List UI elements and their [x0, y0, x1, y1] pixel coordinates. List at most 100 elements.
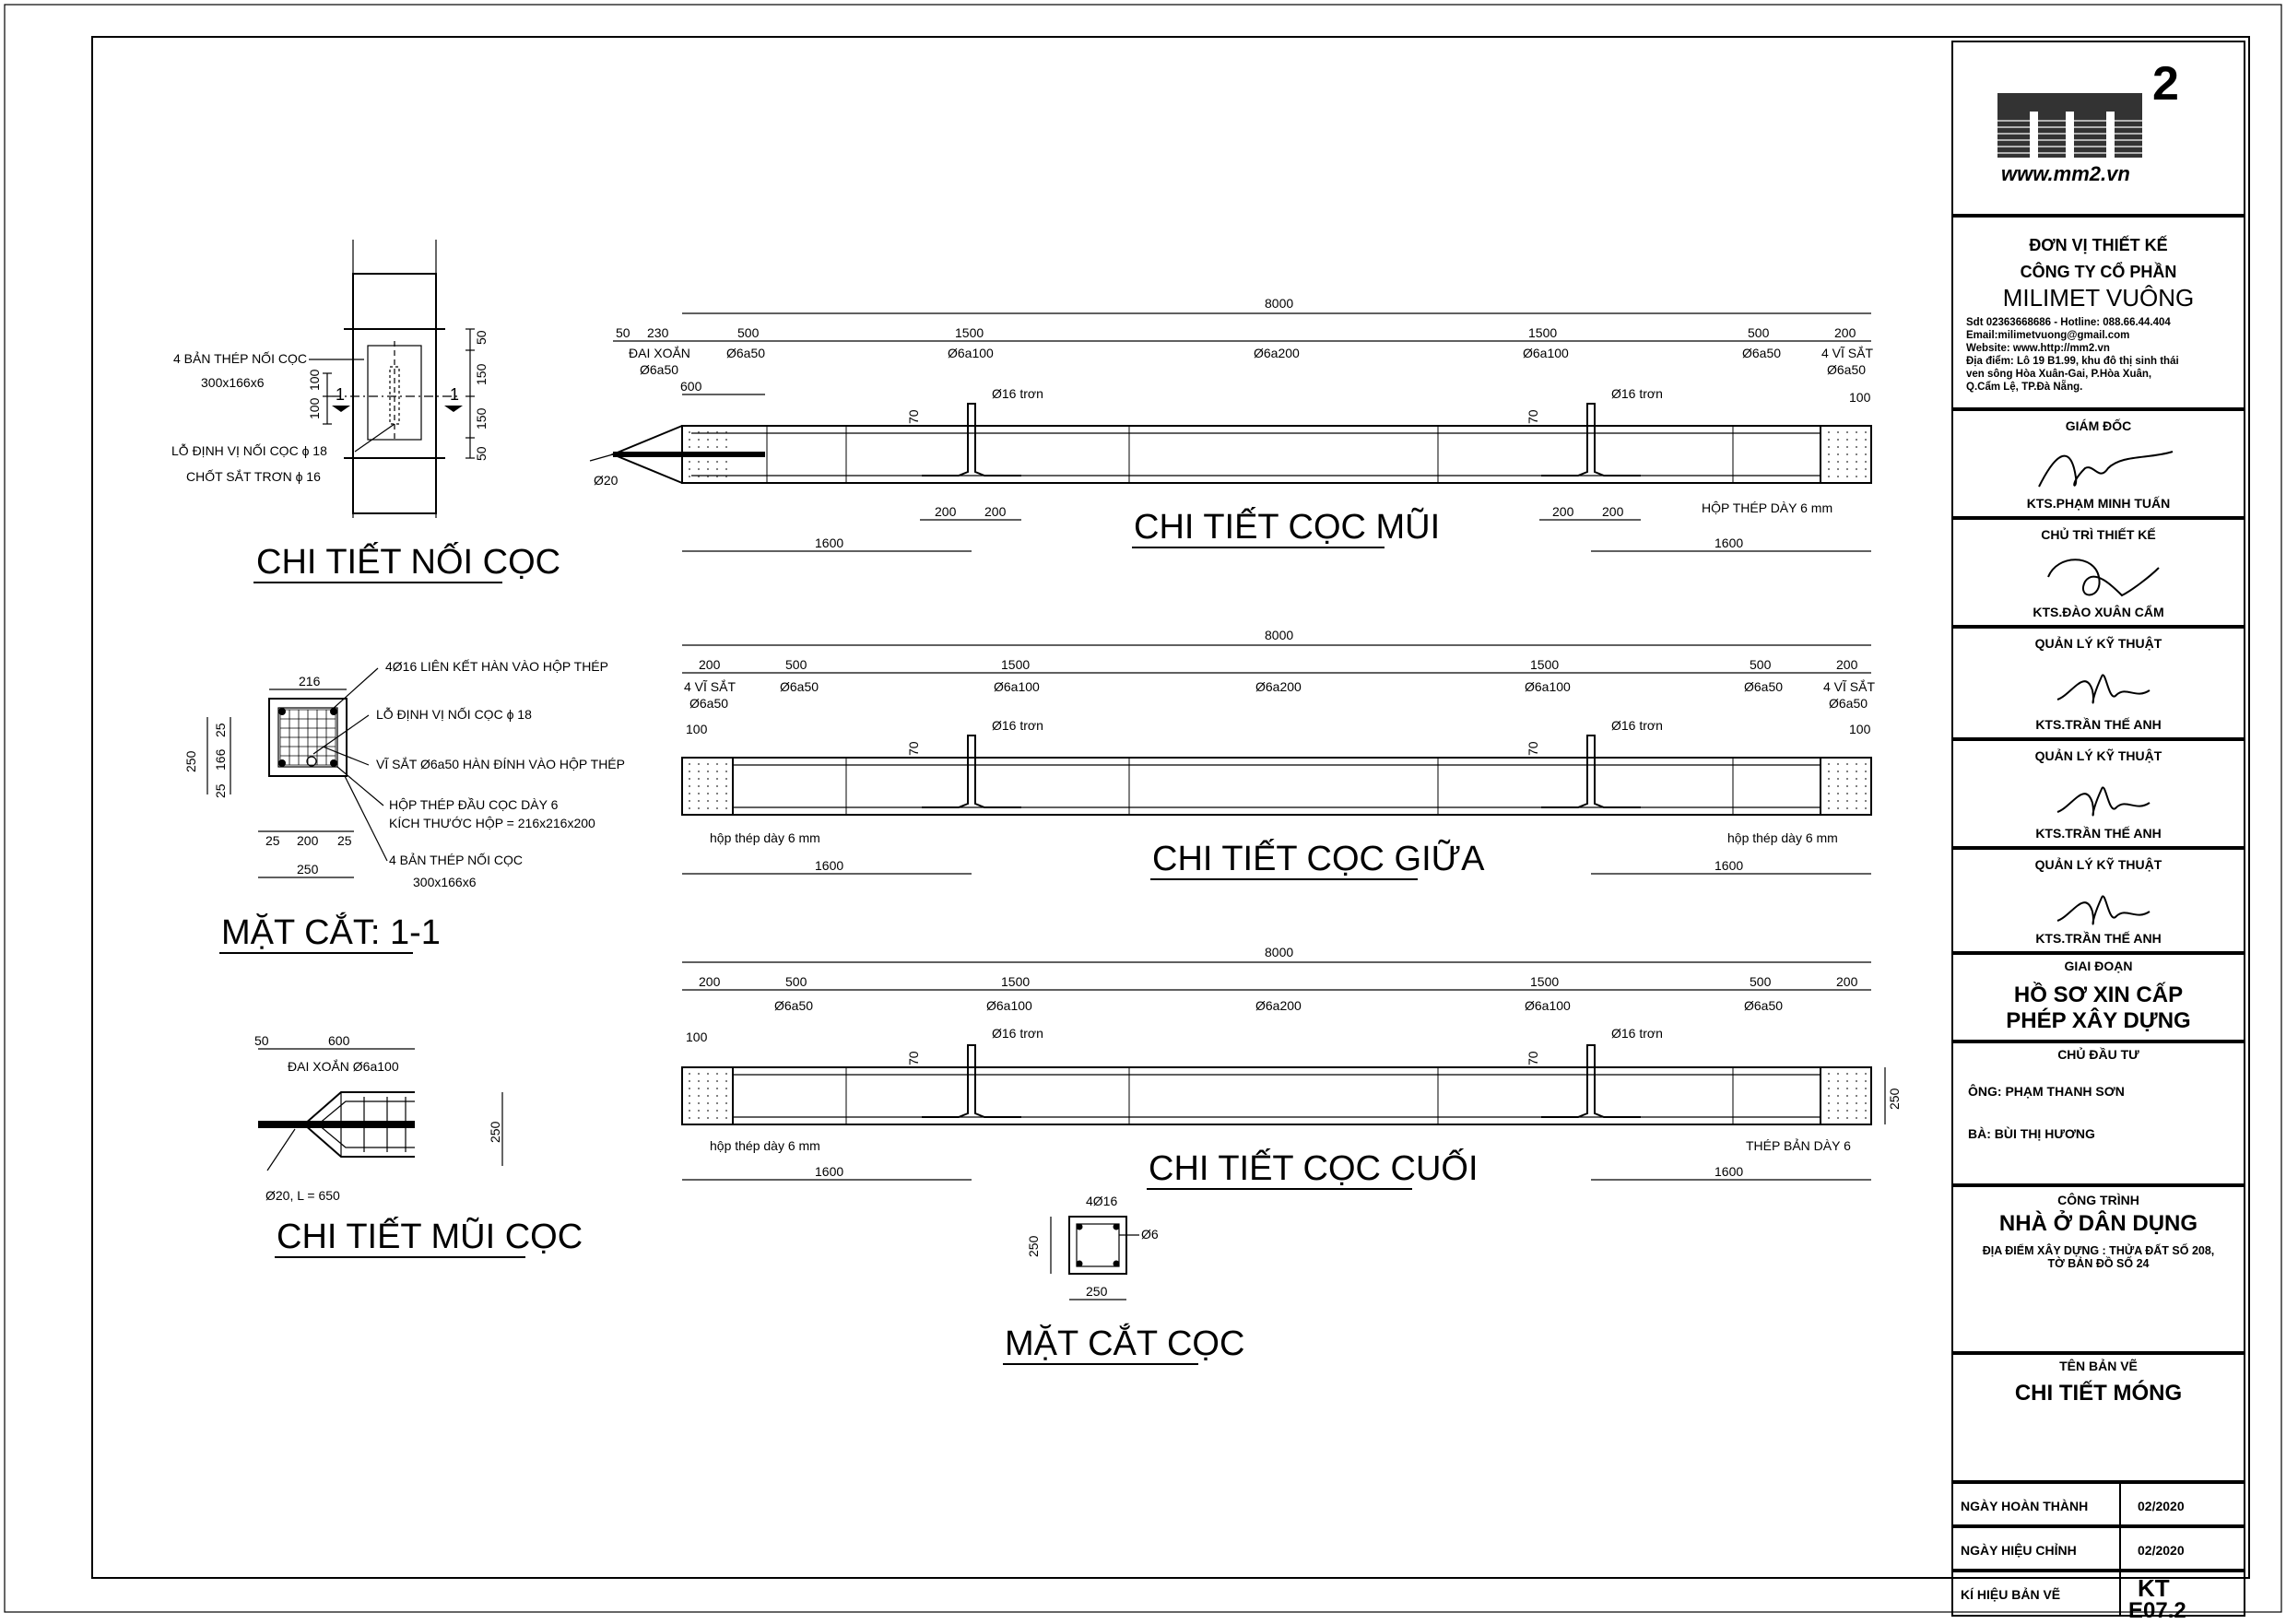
sec11-lbl-mesh: VĨ SẮT Ø6a50 HÀN ĐÍNH VÀO HỘP THÉP	[376, 756, 625, 771]
pile-end-box-l: hộp thép dày 6 mm	[710, 1138, 820, 1153]
signature-image	[2046, 559, 2160, 597]
pile-end-seg-5: 200	[1836, 974, 1858, 989]
role-cell-tech-2: QUẢN LÝ KỸ THUẬT KTS.TRẦN THẾ ANH	[1951, 739, 2245, 848]
pile-mid-sp-0: 4 VĨ SẮT	[684, 678, 736, 694]
splice-lbl-hole: LỖ ĐỊNH VỊ NỐI CỌC ϕ 18	[171, 442, 327, 458]
pile-tip-dim-600: 600	[680, 379, 702, 394]
pile-tip-200c: 200	[1552, 504, 1574, 519]
sec11-lbl-bars: 4Ø16 LIÊN KẾT HÀN VÀO HỘP THÉP	[385, 659, 608, 674]
project-name: NHÀ Ở DÂN DỤNG	[1998, 1211, 2198, 1236]
contact-line: Địa điểm: Lô 19 B1.99, khu đô thị sinh t…	[1966, 356, 2179, 367]
signature-image	[2056, 786, 2150, 817]
pile-mid-sp-7: 4 VĨ SẮT	[1823, 678, 1875, 694]
pile-tip-box-lbl: HỘP THÉP DÀY 6 mm	[1702, 500, 1832, 515]
splice-dim-50a: 50	[474, 330, 489, 345]
pile-end-plate-r: THÉP BẢN DÀY 6	[1746, 1138, 1851, 1153]
tip-title: CHI TIẾT MŨI CỌC	[277, 1216, 583, 1256]
tip-dim-50: 50	[254, 1033, 269, 1048]
tip-dim-600: 600	[328, 1033, 350, 1048]
pile-end-sp-3: Ø6a100	[1525, 998, 1571, 1013]
pile-end-1600b: 1600	[1714, 1164, 1743, 1179]
pile-tip-rod-r: Ø16 trơn	[1611, 386, 1663, 401]
sec11-lbl-box: HỘP THÉP ĐẦU CỌC DÀY 6	[389, 797, 559, 812]
pile-section-title: MẶT CẮT CỌC	[1005, 1323, 1244, 1363]
section-mark-right: 1	[450, 385, 459, 404]
sec11-dim-200: 200	[297, 833, 319, 848]
sec11-dim-250v: 250	[183, 750, 198, 772]
pile-tip-seg-2: 500	[737, 325, 760, 340]
pile-end-250: 250	[1887, 1088, 1902, 1110]
revision-date-value: 02/2020	[2138, 1543, 2185, 1558]
pile-tip-200d: 200	[1602, 504, 1624, 519]
pile-end-rod-l: Ø16 trơn	[992, 1026, 1043, 1041]
pile-end-seg-2: 1500	[1001, 974, 1030, 989]
contact-line: Sdt 02363668686 - Hotline: 088.66.44.404	[1966, 317, 2171, 328]
contact-line: Q.Cẩm Lệ, TP.Đà Nẵng.	[1966, 382, 2083, 393]
drawing-name-cell: TÊN BẢN VẼ CHI TIẾT MÓNG	[1951, 1353, 2245, 1482]
pile-mid-seg-1: 500	[785, 657, 807, 672]
splice-lbl-pin: CHỐT SẮT TRƠN ϕ 16	[186, 468, 321, 484]
pile-section: 4Ø16 Ø6 250 250 MẶT CẮT CỌC	[1003, 1194, 1244, 1365]
project-cell: CÔNG TRÌNH NHÀ Ở DÂN DỤNG ĐỊA ĐIỂM XÂY D…	[1951, 1185, 2245, 1353]
pile-end-70a: 70	[906, 1051, 921, 1065]
pile-mid-box-r: hộp thép dày 6 mm	[1727, 830, 1838, 845]
pile-end-seg-0: 200	[699, 974, 721, 989]
stage-cell: GIAI ĐOẠN HỒ SƠ XIN CẤP PHÉP XÂY DỰNG	[1951, 953, 2245, 1041]
pile-mid-seg-0: 200	[699, 657, 721, 672]
pile-tip-sp-1: Ø6a50	[640, 362, 678, 377]
splice-title: CHI TIẾT NỐI CỌC	[256, 540, 560, 582]
role-cell-director: GIÁM ĐỐC KTS.PHẠM MINH TUẤN	[1951, 409, 2245, 518]
pile-mid-1600a: 1600	[815, 858, 843, 873]
sec11-dim-250h: 250	[297, 862, 319, 877]
logo-url: www.mm2.vn	[2001, 162, 2130, 185]
pile-mid-sp-5: Ø6a100	[1525, 679, 1571, 694]
stage-line-2: PHÉP XÂY DỰNG	[2006, 1008, 2191, 1033]
role-name: KTS.TRẦN THẾ ANH	[2035, 717, 2162, 732]
sec11-dim-166: 166	[213, 748, 228, 771]
splice-detail: 100 100 50 150 150 50 1 1 4 BẢN THÉP NỐI…	[171, 240, 560, 583]
drawing-code-2: E07.2	[2128, 1598, 2186, 1623]
company-contact: Sdt 02363668686 - Hotline: 088.66.44.404…	[1953, 316, 2244, 394]
logo-superscript: 2	[2152, 57, 2179, 111]
design-unit-label: ĐƠN VỊ THIẾT KẾ	[2029, 236, 2168, 254]
role-name: KTS.ĐÀO XUÂN CẨM	[2033, 605, 2164, 619]
outer-border	[4, 4, 2282, 1613]
title-block: 2 www.mm2.vn ĐƠN VỊ THIẾT KẾ CÔNG TY CỔ …	[1951, 41, 2245, 1623]
pile-tip-70b: 70	[1526, 409, 1540, 424]
role-label: QUẢN LÝ KỸ THUẬT	[2034, 748, 2162, 763]
pile-mid-seg-5: 200	[1836, 657, 1858, 672]
sec11-lbl-hole: LỖ ĐỊNH VỊ NỐI CỌC ϕ 18	[376, 706, 532, 722]
pile-tip-sp-0: ĐAI XOẮN	[629, 345, 690, 360]
pile-tip-sp-2: Ø6a50	[726, 346, 765, 360]
sec11-lbl-plates-size: 300x166x6	[413, 875, 477, 889]
pile-tip-200a: 200	[935, 504, 957, 519]
pile-sec-250h: 250	[1086, 1284, 1108, 1299]
company-label: CÔNG TY CỔ PHẦN	[2020, 263, 2177, 281]
contact-line: Email:milimetvuong@gmail.com	[1966, 330, 2130, 341]
tip-lbl-stirrup: ĐAI XOẮN Ø6a100	[288, 1058, 399, 1074]
role-label: QUẢN LÝ KỸ THUẬT	[2034, 636, 2162, 651]
pile-tip-seg-0: 50	[616, 325, 630, 340]
contact-line: Website: www.http://mm2.vn	[1966, 343, 2110, 354]
project-label: CÔNG TRÌNH	[2057, 1193, 2139, 1207]
sec11-dim-216: 216	[299, 674, 321, 688]
splice-dim-150b: 150	[474, 407, 489, 430]
pile-mid-100b: 100	[1849, 722, 1871, 736]
pile-end-sp-2: Ø6a200	[1255, 998, 1302, 1013]
role-cell-lead: CHỦ TRÌ THIẾT KẾ KTS.ĐÀO XUÂN CẨM	[1951, 518, 2245, 627]
pile-tip-seg-6: 200	[1834, 325, 1856, 340]
contact-line: ven sông Hòa Xuân-Gai, P.Hòa Xuân,	[1966, 369, 2152, 380]
section11-title: MẶT CẮT: 1-1	[221, 912, 441, 952]
drawing-code-row: KÍ HIỆU BẢN VẼ KT E07.2	[1951, 1571, 2245, 1623]
pile-end-100: 100	[686, 1030, 708, 1044]
pile-mid-sp-1: Ø6a50	[689, 696, 728, 711]
splice-dim-150a: 150	[474, 363, 489, 385]
role-label: GIÁM ĐỐC	[2065, 418, 2132, 433]
sec11-dim-25b: 25	[213, 783, 228, 798]
pile-mid-seg-2: 1500	[1001, 657, 1030, 672]
pile-tip-seg-4: 1500	[1528, 325, 1557, 340]
splice-dim-100b: 100	[307, 397, 322, 419]
revision-date-row: NGÀY HIỆU CHỈNH 02/2020	[1951, 1526, 2245, 1571]
pile-tip-100: 100	[1849, 390, 1871, 405]
